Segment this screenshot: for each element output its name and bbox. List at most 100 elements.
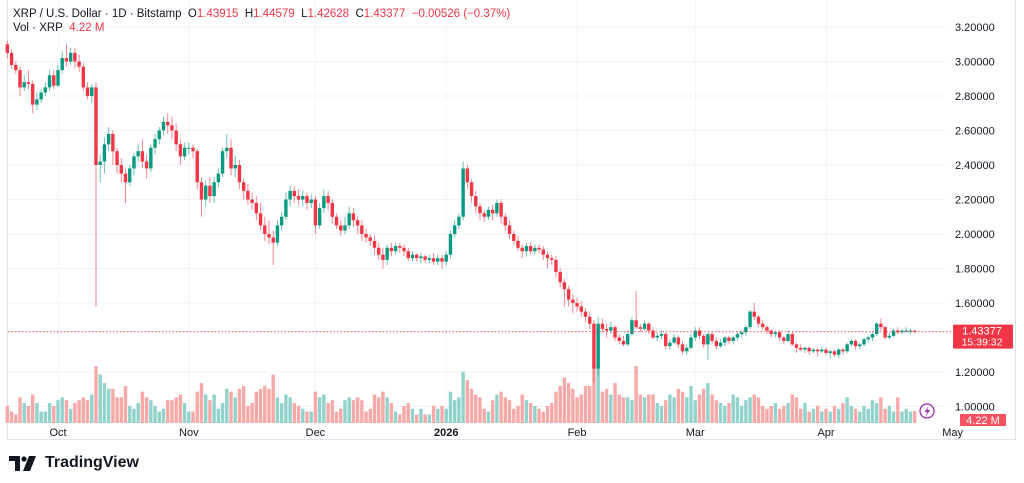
candle [225,133,229,159]
candle-body [794,344,799,348]
volume-bar [330,400,334,423]
candle [765,325,769,335]
volume-bar [579,394,583,423]
candle-body [237,165,242,183]
candle-body [647,323,651,331]
candle [723,335,727,347]
candle [144,154,149,179]
candle-body [9,52,14,65]
volume-bar [393,411,398,423]
candle-body [220,151,225,174]
candle-body [528,246,533,252]
volume-bar [524,400,529,423]
candle [820,346,824,354]
candle-body [436,258,440,262]
candle-body [761,323,765,328]
candle [676,335,681,348]
candle-body [507,225,512,234]
candle [423,254,427,264]
volume-bar [512,408,516,423]
candle [166,113,170,134]
candle-body [566,289,571,300]
candle [398,242,402,253]
candle [216,168,221,188]
volume-bar [30,394,35,423]
candle [229,139,233,176]
candle-body [558,271,562,283]
volume-bar [339,408,343,423]
candle-body [119,165,123,174]
tradingview-logo[interactable]: TradingView [9,454,139,472]
price-tick-label: 2.40000 [955,160,995,172]
candle [81,63,86,91]
candle [469,178,474,203]
candle [26,70,31,90]
volume-bar [448,391,453,423]
volume-bar [444,408,448,423]
candle-body [554,259,558,272]
candle-body [81,66,86,88]
candle-body [824,349,828,354]
volume-bar [748,397,752,423]
volume-bar [634,366,638,423]
candle [604,323,609,338]
volume-label[interactable]: Vol · XRP [13,22,63,34]
volume-bar [423,414,427,423]
price-tick-label: 3.20000 [955,22,995,34]
candle [634,290,638,329]
candle [710,332,714,345]
symbol-title[interactable]: XRP / U.S. Dollar · 1D · Bitstamp [13,8,182,20]
candle-body [368,237,372,241]
volume-bar [887,405,892,423]
candle-body [136,151,140,157]
volume-bar [461,371,465,423]
candle-body [832,351,837,355]
volume-bar [744,400,748,423]
candle [482,209,486,222]
candle [364,228,368,243]
price-tick-label: 1.20000 [955,367,995,379]
candle-body [334,216,339,226]
candle [566,285,571,307]
volume-bar [761,405,765,423]
candle-body [550,258,554,260]
candle-body [326,196,330,203]
candle-body [398,246,402,248]
volume-bar [845,397,849,423]
candle [672,334,676,345]
candle [444,251,448,266]
volume-bar [26,405,31,423]
candle [596,316,600,376]
candle [372,235,377,255]
candle [575,297,579,312]
volume-bar [440,405,444,423]
volume-bar [368,408,372,423]
lightning-icon[interactable] [919,403,935,419]
candle-body [482,213,486,217]
candle [39,89,43,103]
volume-bar [60,397,64,423]
candle [355,216,360,234]
volume-bar [782,405,786,423]
candle-body [448,234,453,255]
volume-bar [452,400,457,423]
candle-body [301,196,305,200]
candle-body [499,202,503,217]
volume-bar [419,408,423,423]
candle-body [250,199,254,203]
volume-bar [225,388,229,423]
volume-bar [313,391,318,423]
candle [659,330,664,340]
candle-body [642,323,647,329]
candle-body [77,61,81,67]
candle-body [672,337,676,343]
candle [507,220,512,240]
candle-body [908,330,913,332]
candle [296,189,301,205]
candle [761,320,765,331]
candle-body [14,64,18,71]
candle-body [697,330,702,336]
candle-body [296,196,301,200]
volume-bar [258,388,263,423]
